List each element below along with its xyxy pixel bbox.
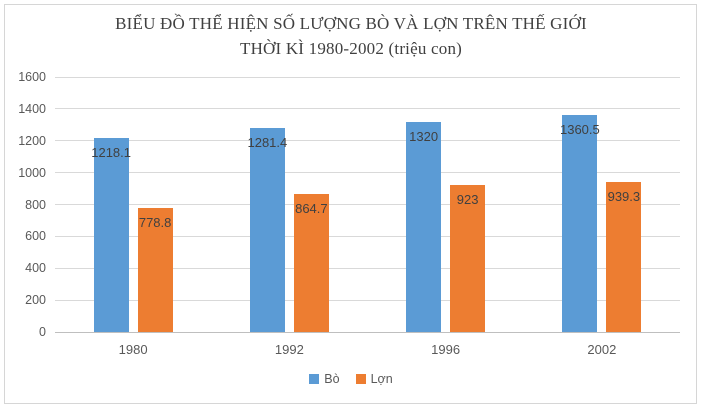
bar-bo-1992 [249, 127, 285, 332]
y-tick-label-800: 800 [25, 197, 46, 212]
gridline-1400 [55, 108, 680, 110]
gridline-1000 [55, 172, 680, 174]
y-tick-label-200: 200 [25, 293, 46, 308]
y-tick-label-600: 600 [25, 229, 46, 244]
gridline-800 [55, 204, 680, 205]
bar-lon-2002 [606, 182, 642, 332]
y-tick-label-0: 0 [39, 325, 46, 339]
gridline-1600 [55, 76, 680, 78]
legend-label-lon: Lợn [370, 372, 393, 386]
chart-title-line2: THỜI KÌ 1980-2002 (triệu con) [239, 39, 463, 58]
legend-label-bo: Bò [324, 372, 340, 386]
legend: Bò Lợn [0, 371, 702, 387]
bar-lon-1992 [293, 194, 329, 332]
bar-value-bo-1992: 1281.4 [247, 134, 288, 150]
x-tick-label-2002: 2002 [587, 342, 617, 357]
x-tick-label-1996: 1996 [431, 342, 461, 357]
bar-bo-1980 [93, 137, 129, 332]
bar-value-bo-1996: 1320 [409, 128, 439, 144]
bar-lon-1996 [450, 184, 486, 332]
legend-swatch-bo [309, 374, 320, 384]
bar-value-bo-2002: 1360.5 [559, 122, 600, 138]
y-tick-label-1000: 1000 [18, 165, 46, 180]
x-tick-label-1992: 1992 [274, 342, 304, 357]
bar-value-lon-1992: 864.7 [295, 201, 328, 217]
legend-item-lon: Lợn [355, 372, 393, 386]
y-tick-label-400: 400 [25, 261, 46, 276]
chart-title-line1: BIỂU ĐỒ THỂ HIỆN SỐ LƯỢNG BÒ VÀ LỢN TRÊN… [115, 14, 587, 33]
chart-title: BIỂU ĐỒ THỂ HIỆN SỐ LƯỢNG BÒ VÀ LỢN TRÊN… [0, 11, 702, 61]
legend-item-bo: Bò [309, 372, 340, 386]
gridline-600 [55, 235, 680, 237]
gridline-1200 [55, 140, 680, 142]
y-tick-label-1600: 1600 [18, 70, 46, 84]
x-tick-label-1980: 1980 [118, 342, 148, 357]
bar-lon-1980 [137, 207, 173, 332]
legend-swatch-lon [355, 374, 366, 384]
bar-value-bo-1980: 1218.1 [91, 144, 131, 160]
bar-value-lon-2002: 939.3 [607, 189, 641, 205]
y-tick-label-1200: 1200 [18, 133, 46, 148]
gridline-200 [55, 299, 680, 301]
bar-value-lon-1980: 778.8 [138, 214, 172, 230]
gridline-400 [55, 267, 680, 269]
bar-value-lon-1996: 923 [456, 191, 479, 207]
x-axis-line [55, 331, 680, 333]
bar-bo-1996 [406, 121, 442, 332]
y-tick-label-1400: 1400 [18, 101, 46, 116]
bar-bo-2002 [562, 115, 598, 332]
